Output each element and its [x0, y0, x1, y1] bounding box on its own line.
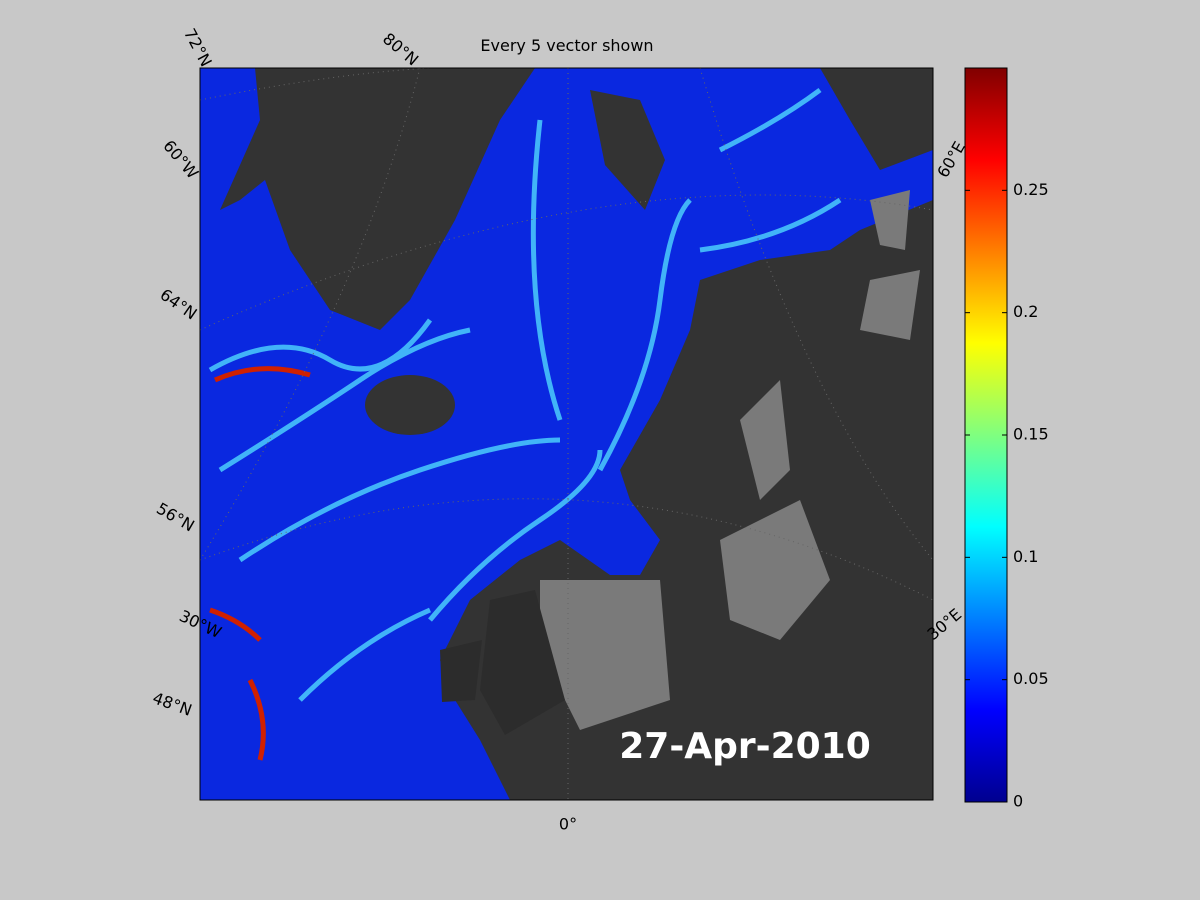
graticule-label: 80°N [379, 29, 422, 69]
colorbar-tick-label: 0.1 [1013, 547, 1038, 566]
graticule-label: 64°N [157, 285, 201, 324]
british-isles [440, 590, 565, 735]
map: 27-Apr-2010 [200, 68, 933, 800]
strong-currents [209, 366, 311, 761]
colorbar-tick-label: 0.15 [1013, 425, 1049, 444]
graticule-label: 60°E [933, 138, 969, 181]
map-title: Every 5 vector shown [480, 36, 653, 55]
shelf-seas [540, 190, 920, 730]
colorbar-tick-label: 0.25 [1013, 180, 1049, 199]
graticule [200, 68, 933, 800]
graticule-label: 48°N [150, 688, 194, 720]
graticule-label: 56°N [153, 499, 197, 536]
colorbar: 0 0.05 0.1 0.15 0.2 0.25 [964, 67, 1049, 811]
graticule-label: 0° [559, 815, 577, 834]
colorbar-tick-label: 0.05 [1013, 669, 1049, 688]
colorbar-tick-label: 0.2 [1013, 302, 1038, 321]
map-frame [199, 67, 934, 801]
graticule-label: 72°N [180, 25, 216, 70]
colorbar-scale [964, 67, 1008, 803]
graticule-label: 60°W [159, 136, 202, 182]
current-streaks [208, 87, 842, 702]
date-label: 27-Apr-2010 [619, 726, 871, 767]
colorbar-tick-label: 0 [1013, 792, 1023, 811]
